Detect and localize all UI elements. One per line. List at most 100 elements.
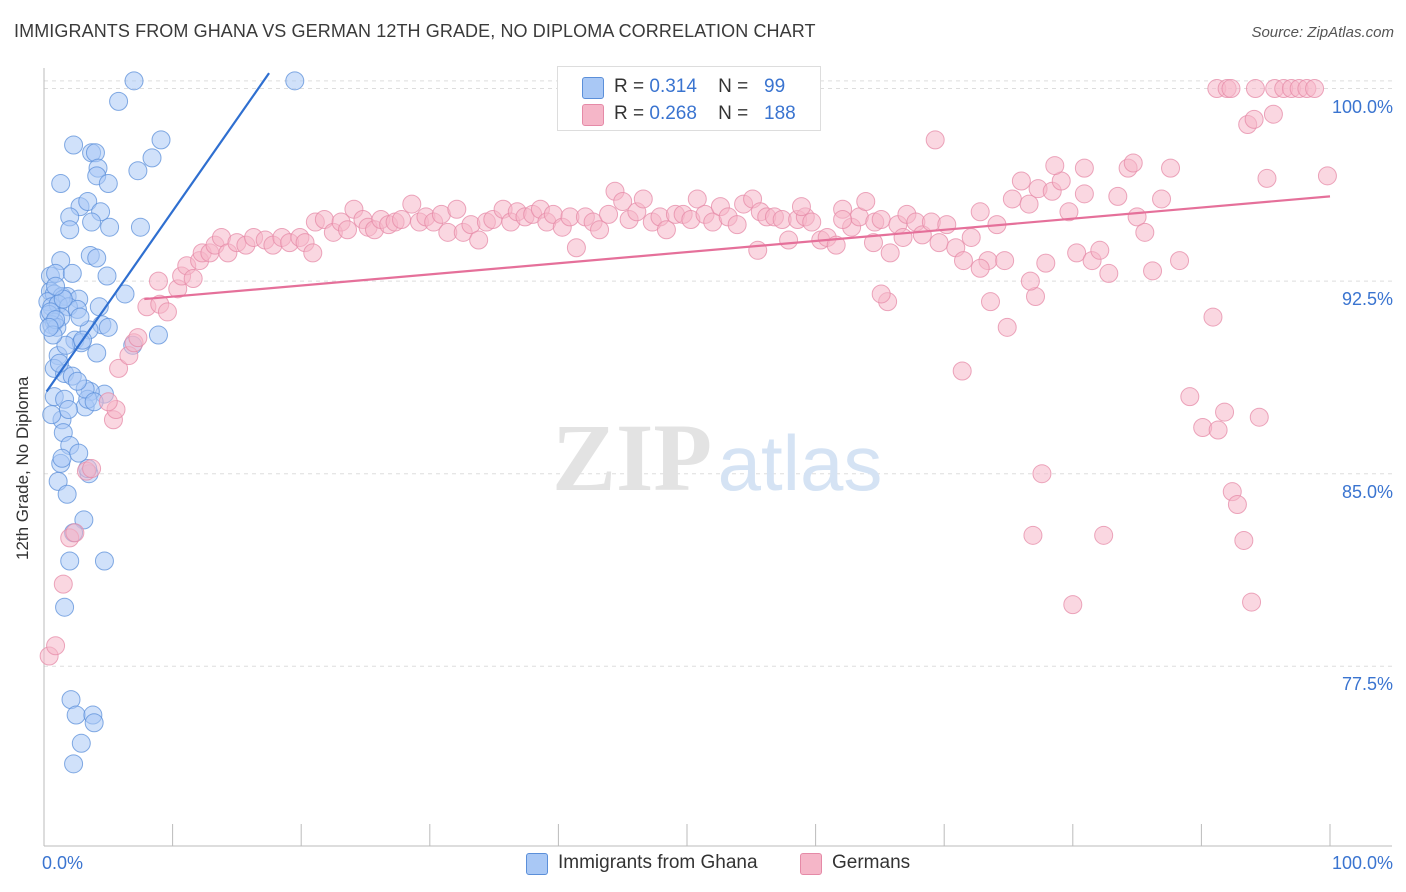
- data-point: [70, 307, 90, 327]
- data-point: [1067, 243, 1087, 263]
- data-point: [1305, 79, 1325, 99]
- source-label: Source: ZipAtlas.com: [1251, 24, 1394, 41]
- data-point: [42, 405, 62, 425]
- data-point: [952, 361, 972, 381]
- n-label: N =: [718, 103, 749, 124]
- data-point: [98, 392, 118, 412]
- data-point: [51, 174, 71, 194]
- data-point: [1023, 525, 1043, 545]
- data-point: [183, 269, 203, 289]
- x-tick-label-max: 100.0%: [1331, 853, 1393, 873]
- data-point: [98, 174, 118, 194]
- data-point: [148, 271, 168, 291]
- data-point: [128, 161, 148, 181]
- data-point: [46, 276, 66, 296]
- data-point: [1020, 271, 1040, 291]
- y-tick-label: 85.0%: [1341, 481, 1393, 502]
- data-point: [58, 399, 78, 419]
- data-point: [1135, 222, 1155, 242]
- data-point: [970, 258, 990, 278]
- data-point: [1019, 194, 1039, 214]
- data-point: [87, 248, 107, 268]
- chart-title: IMMIGRANTS FROM GHANA VS GERMAN 12TH GRA…: [14, 21, 816, 41]
- data-point: [46, 636, 66, 656]
- stats-legend: R = 0.314 N = 99 R = 0.268 N = 188: [557, 66, 821, 131]
- data-point: [880, 243, 900, 263]
- data-point: [67, 371, 87, 391]
- data-point: [1090, 240, 1110, 260]
- data-point: [303, 243, 323, 263]
- data-point: [995, 251, 1015, 271]
- data-point: [1045, 156, 1065, 176]
- data-point: [148, 325, 168, 345]
- r-label: R =: [614, 76, 645, 97]
- x-tick-label-min: 0.0%: [42, 853, 84, 873]
- data-point: [87, 343, 107, 363]
- data-point: [1208, 420, 1228, 440]
- data-point: [863, 233, 883, 253]
- data-point: [71, 733, 91, 753]
- data-point: [97, 266, 117, 286]
- data-point: [1170, 251, 1190, 271]
- data-point: [970, 202, 990, 222]
- data-point: [1221, 79, 1241, 99]
- data-point: [64, 135, 84, 155]
- data-point: [39, 317, 59, 337]
- data-point: [151, 130, 171, 150]
- data-point: [871, 284, 891, 304]
- data-point: [124, 71, 144, 91]
- data-point: [1227, 495, 1247, 515]
- data-point: [1317, 166, 1337, 186]
- data-point: [57, 484, 77, 504]
- data-point: [566, 238, 586, 258]
- data-point: [1108, 186, 1128, 206]
- data-point: [1234, 530, 1254, 550]
- n-value: 188: [764, 103, 796, 124]
- data-point: [157, 302, 177, 322]
- data-point: [997, 317, 1017, 337]
- data-point: [1074, 158, 1094, 178]
- data-point: [469, 230, 489, 250]
- data-point: [82, 459, 102, 479]
- data-point: [802, 212, 822, 232]
- data-point: [392, 209, 412, 229]
- ghana-swatch: [582, 77, 604, 99]
- data-point: [1074, 184, 1094, 204]
- data-point: [748, 240, 768, 260]
- data-point: [826, 235, 846, 255]
- r-value: 0.314: [649, 76, 697, 97]
- data-point: [727, 215, 747, 235]
- data-point: [1143, 261, 1163, 281]
- data-point: [1249, 407, 1269, 427]
- data-point: [60, 551, 80, 571]
- legend-swatch-germans: [800, 853, 822, 875]
- n-label: N =: [718, 76, 749, 97]
- legend-label-germans: Germans: [832, 852, 911, 873]
- data-point: [1245, 79, 1265, 99]
- data-point: [1002, 189, 1022, 209]
- data-point: [55, 597, 75, 617]
- x-tick-marks: [43, 824, 1331, 846]
- data-point: [60, 220, 80, 240]
- axes: [43, 68, 1392, 847]
- data-point: [130, 217, 150, 237]
- data-point: [856, 192, 876, 212]
- data-point: [69, 443, 89, 463]
- series-germans: [39, 79, 1337, 666]
- y-tick-label: 100.0%: [1331, 96, 1393, 117]
- data-point: [337, 220, 357, 240]
- r-value: 0.268: [649, 103, 697, 124]
- data-point: [66, 705, 86, 725]
- data-point: [128, 328, 148, 348]
- data-point: [1011, 171, 1031, 191]
- data-point: [1099, 263, 1119, 283]
- data-point: [929, 233, 949, 253]
- data-point: [402, 194, 422, 214]
- watermark-zip: ZIP: [552, 404, 712, 511]
- trend-line: [45, 72, 270, 393]
- data-point: [656, 220, 676, 240]
- data-point: [447, 199, 467, 219]
- data-point: [1094, 525, 1114, 545]
- data-point: [599, 204, 619, 224]
